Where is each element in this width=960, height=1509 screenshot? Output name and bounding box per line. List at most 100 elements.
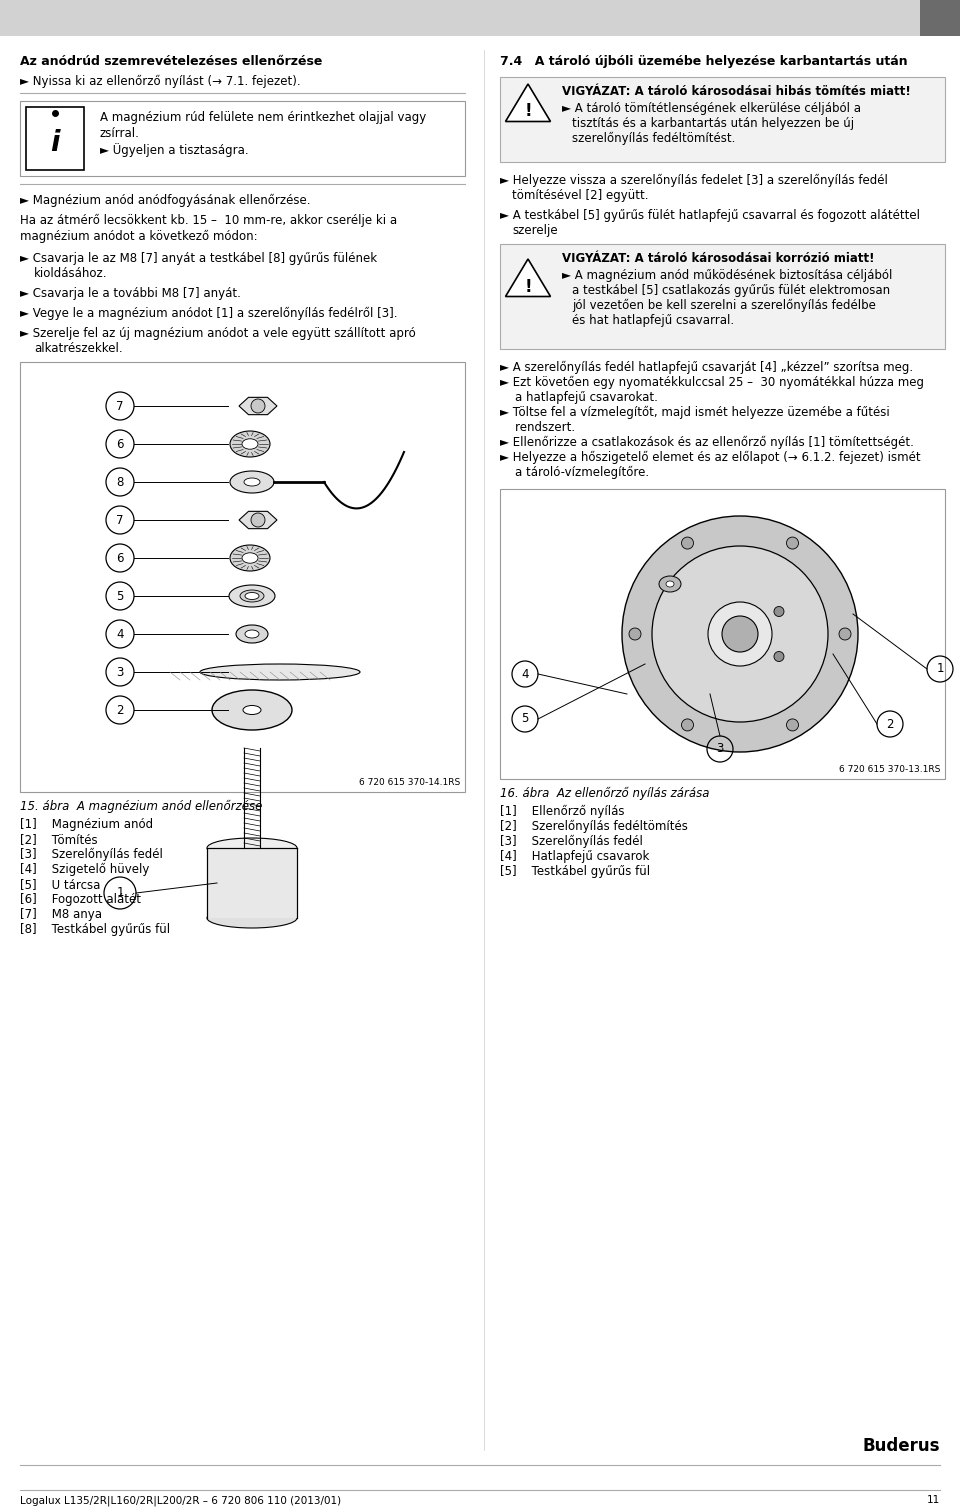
Text: 7: 7: [116, 513, 124, 527]
Circle shape: [251, 513, 265, 527]
Text: [5]    U tárcsa: [5] U tárcsa: [20, 878, 101, 890]
Ellipse shape: [230, 471, 274, 493]
Ellipse shape: [243, 706, 261, 714]
Text: [1]    Ellenőrző nyílás: [1] Ellenőrző nyílás: [500, 804, 625, 818]
Text: [2]    Szerelőnyílás fedéltömítés: [2] Szerelőnyílás fedéltömítés: [500, 819, 688, 833]
Ellipse shape: [207, 908, 297, 928]
Text: [3]    Szerelőnyílás fedél: [3] Szerelőnyílás fedél: [500, 834, 643, 848]
Text: [4]    Hatlapfejű csavarok: [4] Hatlapfejű csavarok: [500, 850, 649, 863]
Text: 15. ábra  A magnézium anód ellenőrzése: 15. ábra A magnézium anód ellenőrzése: [20, 800, 262, 813]
Text: 1: 1: [936, 662, 944, 676]
Text: Buderus: Buderus: [862, 1437, 940, 1455]
Text: [8]    Testkábel gyűrűs fül: [8] Testkábel gyűrűs fül: [20, 924, 170, 936]
Text: ► Magnézium anód anódfogyásának ellenőrzése.: ► Magnézium anód anódfogyásának ellenőrz…: [20, 195, 310, 207]
Ellipse shape: [682, 537, 693, 549]
Text: !: !: [524, 103, 532, 121]
Text: és hat hatlapfejű csavarral.: és hat hatlapfejű csavarral.: [572, 314, 734, 327]
Bar: [20, 101, 465, 177]
Ellipse shape: [666, 581, 674, 587]
Text: Karbantartás: Karbantartás: [750, 11, 853, 26]
Text: 5: 5: [521, 712, 529, 726]
Text: 6: 6: [116, 438, 124, 451]
Ellipse shape: [682, 718, 693, 730]
Bar: [920, 0, 960, 36]
Polygon shape: [506, 260, 550, 296]
Ellipse shape: [629, 628, 641, 640]
Text: 1: 1: [116, 886, 124, 899]
Bar: [500, 77, 945, 161]
Text: [1]    Magnézium anód: [1] Magnézium anód: [20, 818, 154, 831]
Text: szerelőnyílás fedéltömítést.: szerelőnyílás fedéltömítést.: [572, 131, 735, 145]
Ellipse shape: [659, 576, 681, 592]
Ellipse shape: [652, 546, 828, 721]
Ellipse shape: [236, 625, 268, 643]
Text: 6: 6: [116, 551, 124, 564]
Text: 3: 3: [116, 665, 124, 679]
Ellipse shape: [230, 545, 270, 570]
Text: ► Töltse fel a vízmelegítőt, majd ismét helyezze üzemébe a fűtési: ► Töltse fel a vízmelegítőt, majd ismét …: [500, 406, 890, 420]
Ellipse shape: [240, 590, 264, 602]
Text: !: !: [524, 278, 532, 296]
Ellipse shape: [242, 552, 258, 563]
Ellipse shape: [242, 439, 258, 450]
Text: a hatlapfejű csavarokat.: a hatlapfejű csavarokat.: [500, 391, 658, 404]
Text: tömítésével [2] együtt.: tömítésével [2] együtt.: [512, 189, 649, 202]
Text: A magnézium rúd felülete nem érintkezhet olajjal vagy: A magnézium rúd felülete nem érintkezhet…: [100, 112, 426, 124]
Text: [3]    Szerelőnyílás fedél: [3] Szerelőnyílás fedél: [20, 848, 163, 862]
Text: ► Nyissa ki az ellenőrző nyílást (→ 7.1. fejezet).: ► Nyissa ki az ellenőrző nyílást (→ 7.1.…: [20, 75, 300, 88]
Ellipse shape: [229, 585, 275, 607]
Text: VIGYÁZAT: A tároló károsodásai korrózió miatt!: VIGYÁZAT: A tároló károsodásai korrózió …: [562, 252, 875, 266]
Ellipse shape: [245, 629, 259, 638]
Text: szerelje: szerelje: [512, 223, 558, 237]
Text: ► Csavarja le a további M8 [7] anyát.: ► Csavarja le a további M8 [7] anyát.: [20, 287, 241, 300]
Text: Logalux L135/2R|L160/2R|L200/2R – 6 720 806 110 (2013/01): Logalux L135/2R|L160/2R|L200/2R – 6 720 …: [20, 1495, 341, 1506]
Ellipse shape: [774, 607, 784, 617]
Text: 16. ábra  Az ellenőrző nyílás zárása: 16. ábra Az ellenőrző nyílás zárása: [500, 788, 709, 800]
Text: 6 720 615 370-13.1RS: 6 720 615 370-13.1RS: [839, 765, 940, 774]
Text: ► Vegye le a magnézium anódot [1] a szerelőnyílás fedélről [3].: ► Vegye le a magnézium anódot [1] a szer…: [20, 306, 397, 320]
Text: alkatrészekkel.: alkatrészekkel.: [34, 343, 123, 355]
Circle shape: [251, 398, 265, 413]
Ellipse shape: [708, 602, 772, 665]
Text: a testkábel [5] csatlakozás gyűrűs fülét elektromosan: a testkábel [5] csatlakozás gyűrűs fülét…: [572, 284, 890, 297]
Text: kioldásához.: kioldásához.: [34, 267, 108, 281]
Ellipse shape: [200, 664, 360, 681]
Text: 2: 2: [116, 703, 124, 717]
Text: 11: 11: [926, 1495, 940, 1504]
Bar: [500, 489, 945, 779]
Text: tisztítás és a karbantartás után helyezzen be új: tisztítás és a karbantartás után helyezz…: [572, 118, 854, 130]
Ellipse shape: [786, 537, 799, 549]
Bar: [207, 848, 297, 917]
Text: VIGYÁZAT: A tároló károsodásai hibás tömítés miatt!: VIGYÁZAT: A tároló károsodásai hibás töm…: [562, 85, 911, 98]
Ellipse shape: [230, 432, 270, 457]
Text: ► Szerelje fel az új magnézium anódot a vele együtt szállított apró: ► Szerelje fel az új magnézium anódot a …: [20, 327, 416, 340]
Text: 7: 7: [935, 11, 946, 26]
Text: rendszert.: rendszert.: [500, 421, 575, 435]
Text: ► Ezt követően egy nyomatékkulccsal 25 –  30 nyomátékkal húzza meg: ► Ezt követően egy nyomatékkulccsal 25 –…: [500, 376, 924, 389]
Text: ► A tároló tömítétlenségének elkerülése céljából a: ► A tároló tömítétlenségének elkerülése …: [562, 103, 861, 115]
Bar: [500, 244, 945, 349]
Text: magnézium anódot a következő módon:: magnézium anódot a következő módon:: [20, 229, 257, 243]
Text: [2]    Tömítés: [2] Tömítés: [20, 833, 98, 847]
Text: ► A testkábel [5] gyűrűs fülét hatlapfejű csavarral és fogozott alátéttel: ► A testkábel [5] gyűrűs fülét hatlapfej…: [500, 210, 920, 222]
Ellipse shape: [207, 837, 297, 859]
Text: 7: 7: [116, 400, 124, 412]
Text: 4: 4: [521, 667, 529, 681]
Polygon shape: [506, 85, 550, 122]
Text: jól vezetően be kell szerelni a szerelőnyílás fedélbe: jól vezetően be kell szerelni a szerelőn…: [572, 299, 876, 312]
Polygon shape: [239, 397, 277, 415]
Ellipse shape: [839, 628, 851, 640]
Bar: [20, 362, 465, 792]
Ellipse shape: [774, 652, 784, 661]
Text: [7]    M8 anya: [7] M8 anya: [20, 908, 102, 920]
Text: 8: 8: [116, 475, 124, 489]
Text: 7.4 A tároló újbóli üzemébe helyezése karbantartás után: 7.4 A tároló újbóli üzemébe helyezése ka…: [500, 54, 907, 68]
Text: Az anódrúd szemrevételezéses ellenőrzése: Az anódrúd szemrevételezéses ellenőrzése: [20, 54, 323, 68]
Text: [5]    Testkábel gyűrűs fül: [5] Testkábel gyűrűs fül: [500, 865, 650, 878]
Text: 4: 4: [116, 628, 124, 640]
Text: ► Csavarja le az M8 [7] anyát a testkábel [8] gyűrűs fülének: ► Csavarja le az M8 [7] anyát a testkábe…: [20, 252, 377, 266]
Text: [4]    Szigetelő hüvely: [4] Szigetelő hüvely: [20, 863, 150, 877]
Ellipse shape: [622, 516, 858, 751]
Text: ► Helyezze vissza a szerelőnyílás fedelet [3] a szerelőnyílás fedél: ► Helyezze vissza a szerelőnyílás fedele…: [500, 174, 888, 187]
Text: [6]    Fogozott alátét: [6] Fogozott alátét: [20, 893, 141, 905]
